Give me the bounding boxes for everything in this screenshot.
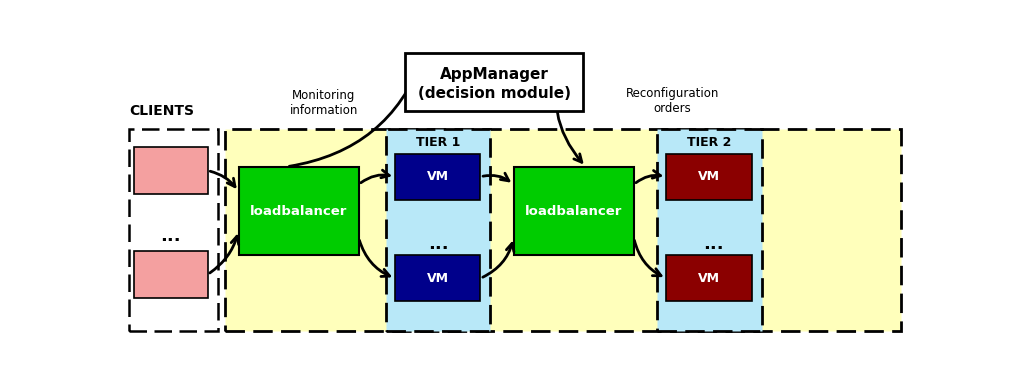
Text: loadbalancer: loadbalancer — [525, 204, 623, 217]
Text: VM: VM — [698, 272, 720, 285]
FancyBboxPatch shape — [225, 129, 901, 331]
Text: Reconfiguration
orders: Reconfiguration orders — [626, 87, 719, 115]
FancyBboxPatch shape — [238, 167, 358, 255]
FancyBboxPatch shape — [406, 53, 583, 111]
Text: VM: VM — [427, 170, 449, 183]
Text: ...: ... — [703, 235, 723, 253]
Text: CLIENTS: CLIENTS — [129, 104, 194, 118]
Text: VM: VM — [427, 272, 449, 285]
Text: loadbalancer: loadbalancer — [250, 204, 347, 217]
Text: (decision module): (decision module) — [418, 86, 571, 101]
Text: ...: ... — [160, 227, 181, 245]
FancyBboxPatch shape — [657, 129, 762, 331]
Text: TIER 2: TIER 2 — [687, 136, 732, 149]
Text: TIER 1: TIER 1 — [416, 136, 460, 149]
Text: AppManager: AppManager — [440, 67, 549, 82]
FancyBboxPatch shape — [134, 147, 208, 194]
FancyBboxPatch shape — [666, 154, 752, 200]
FancyBboxPatch shape — [396, 154, 480, 200]
FancyBboxPatch shape — [134, 251, 208, 298]
FancyBboxPatch shape — [385, 129, 490, 331]
Text: VM: VM — [698, 170, 720, 183]
Text: Monitoring
information: Monitoring information — [290, 89, 358, 117]
FancyBboxPatch shape — [666, 255, 752, 301]
Text: ...: ... — [428, 235, 448, 253]
FancyBboxPatch shape — [396, 255, 480, 301]
FancyBboxPatch shape — [514, 167, 634, 255]
